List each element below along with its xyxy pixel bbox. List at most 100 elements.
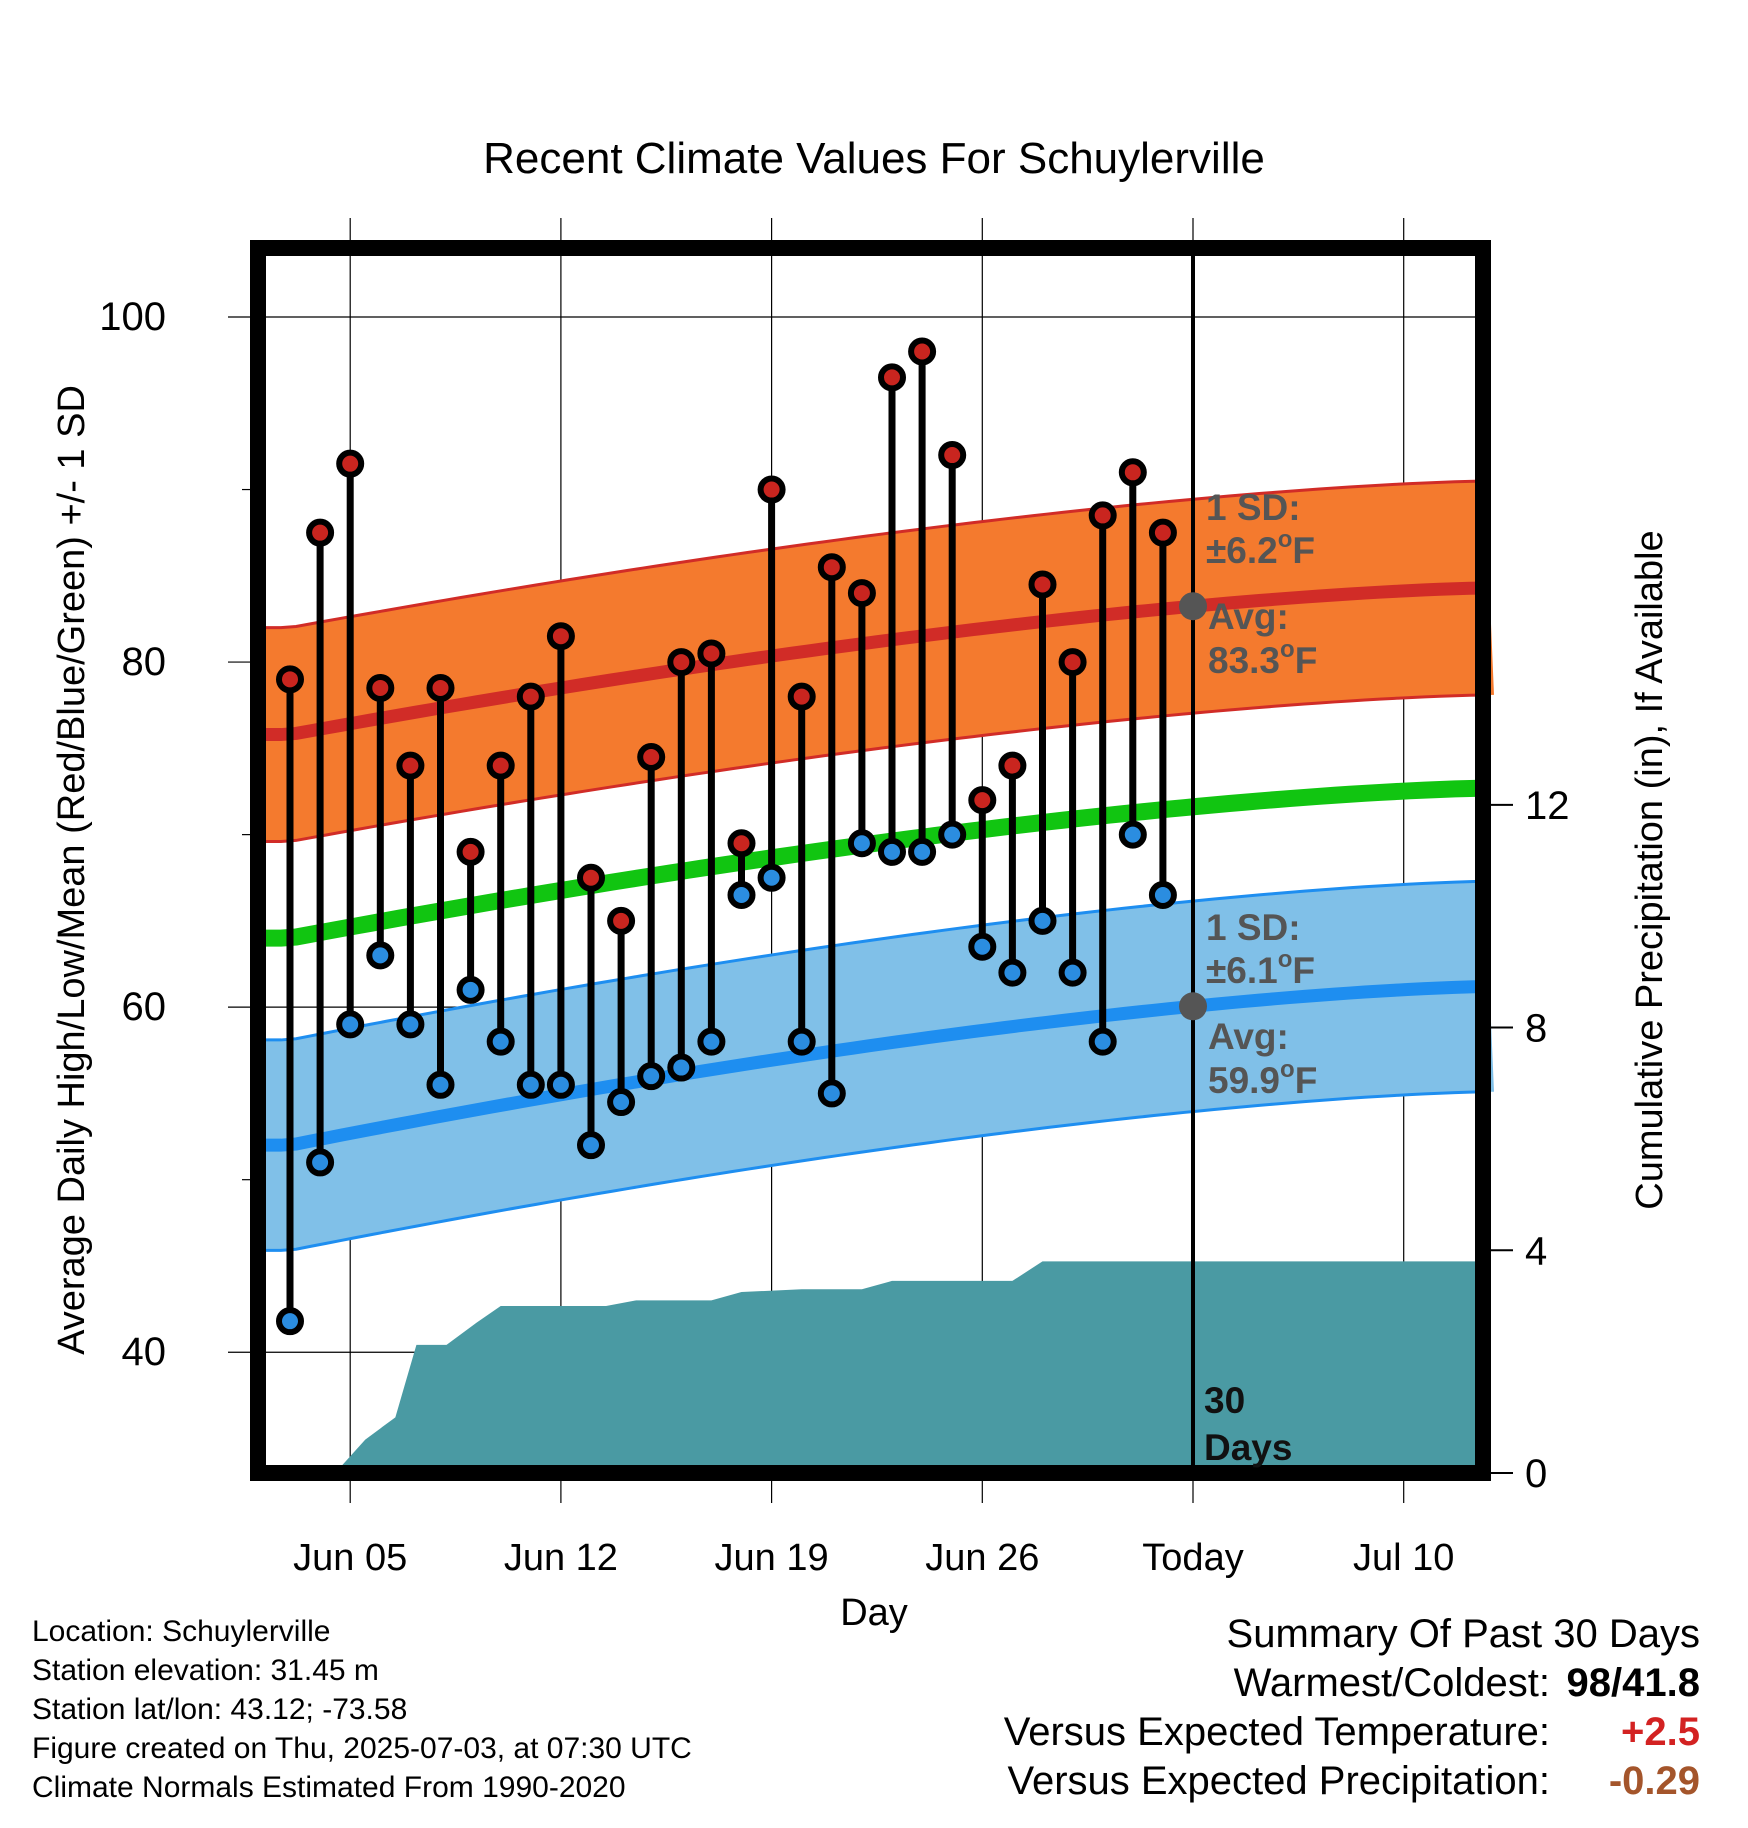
y-axis-label: Average Daily High/Low/Mean (Red/Blue/Gr… [51,385,93,1355]
coldest-value: 41.8 [1622,1661,1700,1705]
low-band-upper-edge [250,879,1486,1042]
daily-high-point [697,639,726,668]
daily-high-point [968,786,997,815]
daily-low-point [787,1027,816,1056]
daily-high-point [396,751,425,780]
high-sd-value: ±6.2oF [1206,526,1315,571]
normal-low-line [250,980,1486,1152]
daily-high-point [787,682,816,711]
summary-title-text: Summary Of Past 30 Days [1226,1612,1700,1656]
daily-high-point [847,579,876,608]
y2-tick-label: 4 [1525,1229,1547,1273]
latlon-text: Station lat/lon: 43.12; -73.58 [32,1693,408,1726]
daily-high-point [546,622,575,651]
daily-low-point [366,941,395,970]
created-text: Figure created on Thu, 2025-07-03, at 07… [32,1732,692,1765]
cumulative-precipitation [258,1261,1483,1473]
x-tick-label: Today [1142,1537,1243,1579]
summary-title: Summary Of Past 30 Days [800,1610,1700,1659]
daily-high-point [577,863,605,892]
daily-high-point [1088,501,1117,530]
normal-high-line [250,581,1486,742]
daily-high-point [908,337,937,366]
daily-temperature-series [276,337,1177,1336]
summary-precip: Versus Expected Precipitation: -0.29 [800,1757,1700,1806]
daily-low-point [1118,820,1147,849]
warmest-value: 98 [1566,1661,1612,1705]
low-avg-value: 59.9oF [1208,1056,1317,1101]
normals-text: Climate Normals Estimated From 1990-2020 [32,1771,626,1804]
y-tick-label: 80 [122,640,167,684]
daily-high-point [306,518,335,547]
elevation-text: Station elevation: 31.45 m [32,1654,379,1687]
high-avg-value: 83.3oF [1208,636,1317,681]
daily-high-point [366,673,395,702]
high-normal-annotation: 1 SD: ±6.2oF Avg: 83.3oF [1206,487,1317,681]
daily-high-point [998,751,1027,780]
daily-high-point [727,829,756,858]
daily-low-point [396,1010,425,1039]
daily-low-point [426,1070,455,1099]
high-avg-label: Avg: [1208,596,1289,637]
summary-warm-cold: Warmest/Coldest: 98/41.8 [800,1659,1700,1708]
daily-low-point [667,1053,696,1082]
daily-high-point [1028,570,1057,599]
daily-low-point [847,829,876,858]
daily-low-point [727,881,756,910]
axes: Jun 05 Jun 12 Jun 19 Jun 26 Today Jul 1040608… [99,240,1570,1579]
days-count: 30 [1204,1380,1245,1421]
daily-low-point [938,820,967,849]
daily-low-point [607,1088,636,1117]
daily-low-point [1148,881,1177,910]
y-tick-label: 60 [122,985,167,1029]
precip-value: -0.29 [1608,1759,1700,1803]
daily-high-point [516,682,545,711]
daily-low-point [546,1070,575,1099]
summary-temp: Versus Expected Temperature: +2.5 [800,1708,1700,1757]
days-annotation: 30 Days [1204,1380,1292,1468]
daily-low-point [516,1070,545,1099]
daily-high-point [1148,518,1177,547]
daily-high-point [486,751,515,780]
daily-low-point [577,1131,605,1160]
x-axis-label: Day [840,1592,908,1634]
x-tick-label: Jun 26 [925,1537,1039,1579]
plot-frame [250,240,1491,1481]
daily-high-point [1058,648,1087,677]
daily-low-point [276,1307,304,1336]
daily-high-point [607,906,636,935]
daily-high-point [817,553,846,582]
low-band-lower-edge [250,1090,1486,1252]
y2-tick-label: 0 [1525,1452,1547,1496]
low-sd-band [250,881,1494,1251]
high-band-upper-edge [250,479,1486,630]
daily-high-point [336,449,365,478]
daily-high-point [456,837,485,866]
daily-low-point [697,1027,726,1056]
daily-low-point [878,837,906,866]
daily-low-point [817,1079,846,1108]
high-sd-label: 1 SD: [1206,487,1301,528]
daily-low-point [456,975,485,1004]
precipitation-area [258,1261,1483,1473]
low-sd-label: 1 SD: [1206,907,1301,948]
today-low-avg-dot [1179,992,1207,1021]
low-sd-value: ±6.1oF [1206,946,1315,991]
daily-low-point [336,1010,365,1039]
x-tick-label: Jul 10 [1353,1537,1454,1579]
summary-panel: Summary Of Past 30 Days Warmest/Coldest:… [800,1610,1700,1806]
daily-high-point [757,475,786,504]
y2-axis-label: Cumulative Precipitation (in), If Availa… [1629,530,1671,1209]
daily-low-point [968,932,997,961]
x-tick-label: Jun 19 [715,1537,829,1579]
daily-low-point [306,1148,335,1177]
warm-cold-label: Warmest/Coldest: [1233,1661,1550,1705]
days-word: Days [1204,1427,1292,1468]
high-band-lower-edge [250,693,1486,844]
warm-cold-value: 98/41.8 [1566,1661,1700,1705]
daily-high-point [878,363,906,392]
y-tick-label: 40 [122,1330,167,1374]
temp-label: Versus Expected Temperature: [1003,1710,1550,1754]
daily-low-point [998,958,1027,987]
daily-low-point [637,1062,666,1091]
